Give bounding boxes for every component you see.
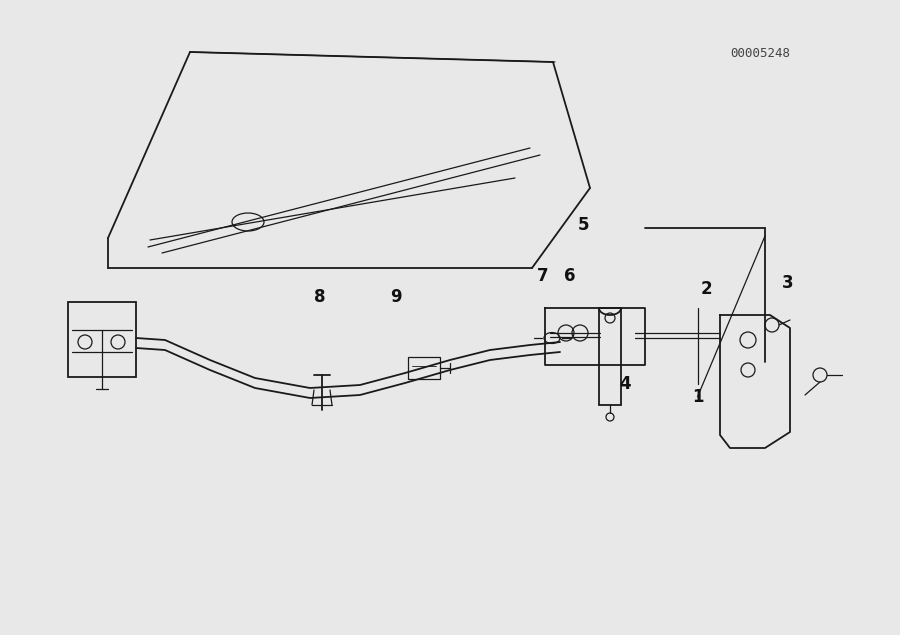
Text: 1: 1 (692, 388, 703, 406)
Text: 7: 7 (537, 267, 548, 285)
Text: 6: 6 (564, 267, 575, 285)
Text: 4: 4 (620, 375, 631, 393)
Bar (408, 357, 440, 379)
Bar (68, 302, 136, 377)
Text: 2: 2 (701, 280, 712, 298)
Text: 3: 3 (782, 274, 793, 291)
Bar (599, 308, 621, 405)
Text: 00005248: 00005248 (731, 48, 790, 60)
Text: 5: 5 (578, 217, 589, 234)
Text: 8: 8 (314, 288, 325, 306)
Text: 9: 9 (391, 288, 401, 306)
